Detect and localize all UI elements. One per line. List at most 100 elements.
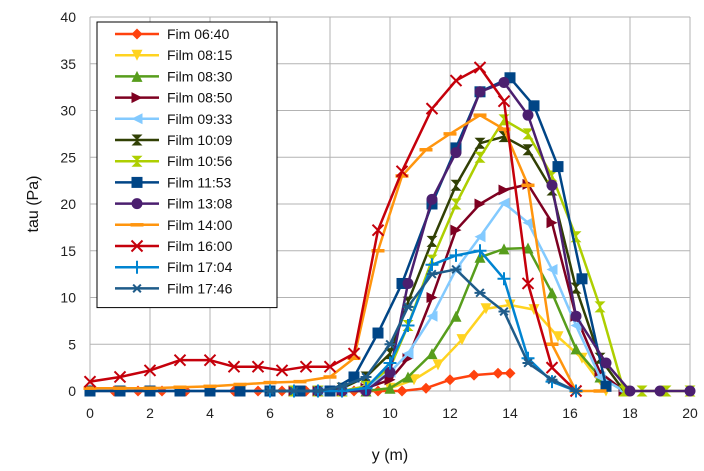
data-point [227, 360, 241, 373]
data-point [594, 301, 606, 313]
data-point [426, 348, 438, 360]
legend-item: Film 17:46 [115, 280, 233, 296]
data-point [474, 251, 486, 263]
data-point [528, 100, 540, 112]
data-point [498, 306, 510, 317]
data-point [251, 360, 265, 373]
legend-label: Film 16:00 [167, 238, 233, 254]
data-point [522, 109, 534, 121]
data-point [144, 385, 156, 397]
data-point [474, 231, 486, 243]
legend-item: Film 08:15 [115, 47, 233, 63]
axes: 0 5 10 15 20 25 30 35 40 0 2 4 6 8 10 12 14 16 18 20 [60, 9, 698, 421]
legend-marker [130, 260, 144, 274]
y-tick-label: 40 [60, 9, 76, 25]
legend-label: Film 08:30 [167, 68, 233, 84]
data-point [402, 371, 414, 383]
data-point [402, 320, 414, 332]
data-point [288, 386, 300, 396]
data-point [396, 277, 408, 289]
legend-marker [130, 239, 144, 253]
legend-label: Film 13:08 [167, 196, 233, 212]
legend-marker [131, 176, 143, 188]
data-point [498, 243, 510, 255]
series-line [318, 81, 690, 393]
data-point [624, 385, 636, 397]
data-point [498, 197, 510, 209]
data-point [552, 161, 564, 173]
data-point [383, 356, 397, 370]
series-12 [264, 264, 582, 396]
data-point [474, 86, 486, 98]
data-point [372, 327, 384, 339]
data-point [408, 374, 420, 386]
legend-label: Film 10:09 [167, 132, 233, 148]
data-point [420, 382, 432, 394]
legend-marker [131, 155, 143, 167]
data-point [456, 334, 468, 346]
data-point [450, 179, 462, 191]
legend-label: Film 11:53 [167, 174, 232, 190]
y-tick-label: 10 [60, 290, 76, 306]
data-point [522, 242, 534, 254]
legend-label: Film 08:15 [167, 47, 233, 63]
legend-label: Film 17:04 [167, 259, 233, 275]
data-point [468, 369, 480, 381]
data-point [384, 382, 396, 394]
data-point [323, 360, 337, 373]
data-point [450, 224, 462, 236]
legend-item: Film 16:00 [115, 238, 233, 254]
legend-label: Film 09:33 [167, 111, 233, 127]
legend-item: Film 10:56 [115, 153, 233, 169]
data-point [552, 331, 564, 343]
x-tick-label: 16 [562, 405, 578, 421]
data-point [360, 372, 372, 382]
data-point [684, 385, 696, 397]
y-tick-label: 5 [68, 336, 76, 352]
legend-marker [131, 92, 143, 104]
data-point [570, 310, 582, 322]
data-point [570, 320, 582, 332]
data-point [522, 128, 534, 140]
data-point [492, 367, 504, 379]
data-point [83, 375, 97, 388]
data-point [570, 386, 582, 396]
data-point [546, 179, 558, 191]
legend-label: Fim 06:40 [167, 26, 229, 42]
data-point [576, 273, 588, 285]
legend-marker [131, 134, 143, 146]
x-axis-title: y (m) [372, 447, 408, 464]
legend-item: Film 14:00 [115, 217, 233, 233]
data-point [528, 304, 540, 316]
data-point [426, 310, 438, 322]
data-point [450, 264, 462, 275]
data-point [636, 385, 648, 397]
legend-marker [131, 28, 143, 40]
x-tick-label: 6 [266, 405, 274, 421]
data-point [173, 353, 187, 367]
y-tick-label: 30 [60, 103, 76, 119]
y-tick-label: 0 [68, 383, 76, 399]
data-point [371, 223, 385, 237]
data-point [474, 151, 486, 163]
data-point [450, 310, 462, 322]
data-point [426, 292, 438, 303]
series-10 [83, 61, 583, 398]
data-point [474, 198, 486, 210]
data-point [546, 287, 558, 299]
legend-item: Film 17:04 [115, 259, 233, 275]
data-point [498, 184, 510, 196]
series-layer [83, 61, 696, 398]
data-point [498, 76, 510, 88]
legend-item: Film 09:33 [115, 111, 233, 127]
data-point [546, 263, 558, 275]
data-point [504, 367, 516, 379]
data-point [474, 288, 486, 298]
x-tick-label: 12 [442, 405, 458, 421]
data-point [480, 303, 492, 315]
data-point [444, 374, 456, 386]
legend-box [96, 21, 278, 309]
data-point [114, 385, 126, 397]
data-point [449, 248, 463, 262]
